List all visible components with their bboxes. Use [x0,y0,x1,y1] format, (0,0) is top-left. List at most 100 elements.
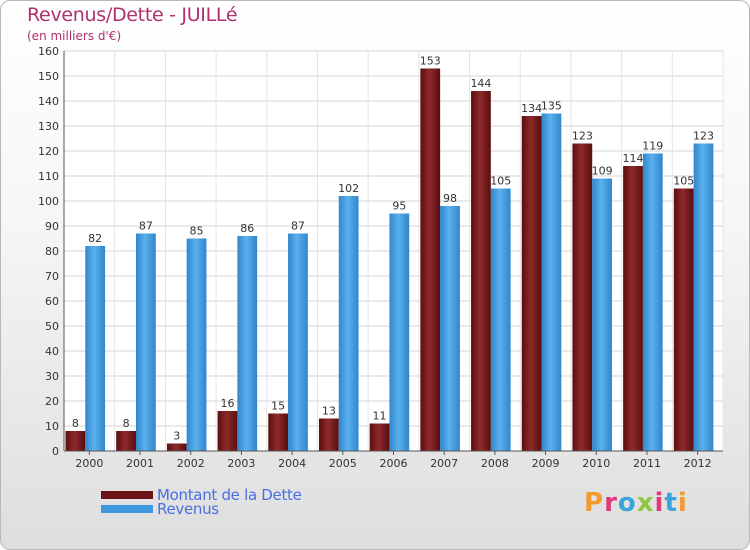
y-tick-label: 20 [45,395,59,408]
bar-revenus [592,178,612,451]
data-label-revenus: 105 [490,175,511,188]
x-tick-label: 2008 [481,457,509,470]
bar-revenus [186,238,207,451]
data-label-debt: 8 [123,417,130,430]
chart-subtitle: (en milliers d'€) [27,29,122,43]
y-tick-label: 110 [38,170,59,183]
bar-debt [420,68,441,451]
x-tick-label: 2003 [227,457,255,470]
data-label-revenus: 82 [88,232,102,245]
data-label-revenus: 123 [693,130,714,143]
logo-letter: i [654,488,665,518]
x-tick-label: 2001 [126,457,154,470]
data-label-revenus: 135 [541,100,562,113]
x-tick-label: 2006 [380,457,408,470]
bar-debt [471,91,491,451]
x-tick-label: 2002 [177,457,205,470]
y-tick-label: 50 [45,320,59,333]
y-tick-label: 10 [45,420,59,433]
data-label-revenus: 87 [139,220,153,233]
bar-revenus [693,143,714,451]
bar-debt [369,423,390,451]
bar-debt [318,418,339,451]
data-label-debt: 3 [173,430,180,443]
data-label-debt: 8 [72,417,79,430]
x-tick-label: 2005 [329,457,357,470]
data-label-revenus: 119 [642,140,663,153]
y-tick-label: 70 [45,270,59,283]
bar-revenus [85,246,106,451]
data-label-revenus: 87 [291,220,305,233]
chart-title: Revenus/Dette - JUILLé [27,4,238,26]
data-label-revenus: 85 [190,225,204,238]
data-label-debt: 11 [373,410,387,423]
logo-letter: t [664,488,678,518]
legend-item-revenus: Revenus [101,500,219,518]
x-tick-label: 2000 [75,457,103,470]
y-tick-label: 130 [38,120,59,133]
bar-debt [623,166,643,451]
legend-label-debt: Montant de la Dette [157,486,302,504]
data-label-debt: 16 [220,397,234,410]
y-tick-label: 100 [38,195,59,208]
y-tick-label: 150 [38,70,59,83]
bar-revenus [642,153,663,451]
y-tick-label: 30 [45,370,59,383]
data-label-debt: 153 [420,55,441,68]
y-tick-label: 120 [38,145,59,158]
bar-revenus [135,233,156,451]
bar-debt [116,431,136,451]
x-tick-label: 2009 [532,457,560,470]
logo-letter: o [617,488,637,518]
y-tick-label: 60 [45,295,59,308]
bar-debt [521,116,542,451]
y-tick-label: 90 [45,220,59,233]
legend-swatch-debt [101,491,153,499]
logo-letter: P [584,488,605,518]
x-tick-label: 2004 [278,457,306,470]
x-tick-label: 2012 [684,457,712,470]
logo-letter: r [604,488,618,518]
data-label-debt: 105 [673,175,694,188]
y-tick-label: 160 [38,45,59,58]
bar-revenus [389,213,410,451]
bar-debt [65,431,86,451]
data-label-debt: 144 [470,77,491,90]
bar-revenus [288,233,308,451]
bar-debt [217,411,238,451]
legend-swatch-revenus [101,505,153,513]
data-label-debt: 13 [322,405,336,418]
bar-debt [268,413,289,451]
legend-label-revenus: Revenus [157,500,219,518]
data-label-debt: 123 [572,130,593,143]
logo-letter: x [636,488,655,518]
bar-revenus [490,188,511,451]
bar-debt [673,188,694,451]
y-tick-label: 140 [38,95,59,108]
legend-item-debt: Montant de la Dette [101,486,302,504]
y-tick-label: 40 [45,345,59,358]
data-label-revenus: 95 [392,200,406,213]
proxiti-logo: Proxiti [584,488,688,518]
x-tick-label: 2010 [582,457,610,470]
data-label-debt: 15 [271,400,285,413]
bar-revenus [440,206,460,451]
bar-revenus [541,113,562,451]
data-label-revenus: 86 [240,222,254,235]
x-tick-label: 2007 [430,457,458,470]
y-tick-label: 80 [45,245,59,258]
data-label-debt: 134 [521,102,542,115]
bar-debt [572,143,593,451]
data-label-debt: 114 [623,152,644,165]
bar-revenus [338,196,359,451]
bar-revenus [237,236,258,451]
logo-letter: i [677,488,688,518]
x-tick-label: 2011 [633,457,661,470]
data-label-revenus: 102 [338,182,359,195]
y-tick-label: 0 [52,445,59,458]
bar-debt [166,443,187,451]
data-label-revenus: 98 [443,192,457,205]
data-label-revenus: 109 [592,165,613,178]
